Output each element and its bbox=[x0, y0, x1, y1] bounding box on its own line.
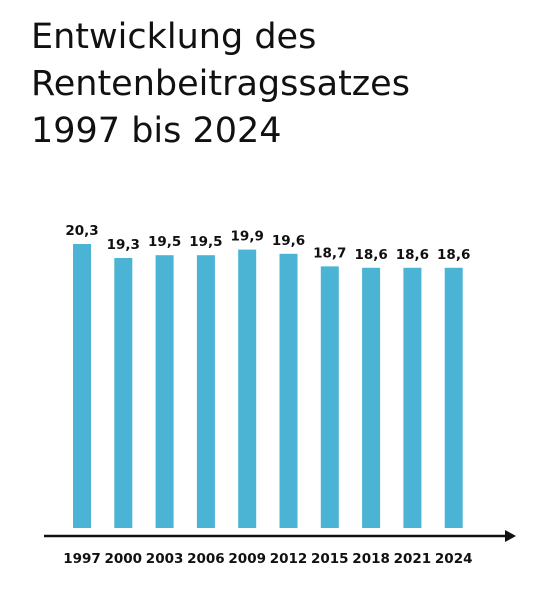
tick-label-2012: 2012 bbox=[270, 551, 308, 567]
x-axis-arrow-icon bbox=[505, 530, 516, 542]
value-label-2015: 18,7 bbox=[313, 245, 346, 261]
chart-title-line-3: 1997 bis 2024 bbox=[31, 111, 282, 151]
bar-2024 bbox=[444, 267, 463, 528]
tick-label-2006: 2006 bbox=[187, 551, 225, 567]
tick-label-2009: 2009 bbox=[228, 551, 266, 567]
value-label-2024: 18,6 bbox=[437, 247, 470, 263]
tick-label-2021: 2021 bbox=[394, 551, 432, 567]
value-label-2006: 19,5 bbox=[189, 234, 222, 250]
bar-2000 bbox=[114, 257, 133, 528]
tick-label-2000: 2000 bbox=[105, 551, 143, 567]
bar-2012 bbox=[279, 253, 298, 529]
bar-1997 bbox=[73, 244, 91, 528]
value-label-1997: 20,3 bbox=[65, 223, 98, 239]
bar-2018 bbox=[362, 267, 381, 528]
chart-title: Entwicklung des Rentenbeitragssatzes 199… bbox=[31, 14, 511, 155]
value-labels: 20,3 19,3 19,5 19,5 19,9 19,6 18,7 18,6 18,6 18,6 bbox=[65, 223, 470, 263]
bar-2015 bbox=[320, 266, 339, 528]
value-label-2021: 18,6 bbox=[396, 247, 429, 263]
bar-series bbox=[73, 244, 463, 529]
chart-title-line-1: Entwicklung des bbox=[31, 17, 317, 57]
x-axis-tick-labels: 1997 2000 2003 2006 2009 2012 2015 2018 2021 2024 bbox=[63, 551, 472, 567]
tick-label-1997: 1997 bbox=[63, 551, 101, 567]
chart-title-line-2: Rentenbeitragssatzes bbox=[31, 64, 410, 104]
bar-2006 bbox=[196, 255, 215, 528]
value-label-2003: 19,5 bbox=[148, 234, 181, 250]
bar-2009 bbox=[238, 249, 257, 528]
value-label-2012: 19,6 bbox=[272, 233, 305, 249]
value-label-2000: 19,3 bbox=[107, 237, 140, 253]
tick-label-2015: 2015 bbox=[311, 551, 349, 567]
value-label-2018: 18,6 bbox=[354, 247, 387, 263]
bar-2003 bbox=[155, 255, 174, 528]
tick-label-2018: 2018 bbox=[352, 551, 390, 567]
tick-label-2003: 2003 bbox=[146, 551, 184, 567]
value-label-2009: 19,9 bbox=[231, 229, 264, 245]
tick-label-2024: 2024 bbox=[435, 551, 473, 567]
bar-2021 bbox=[403, 267, 422, 528]
